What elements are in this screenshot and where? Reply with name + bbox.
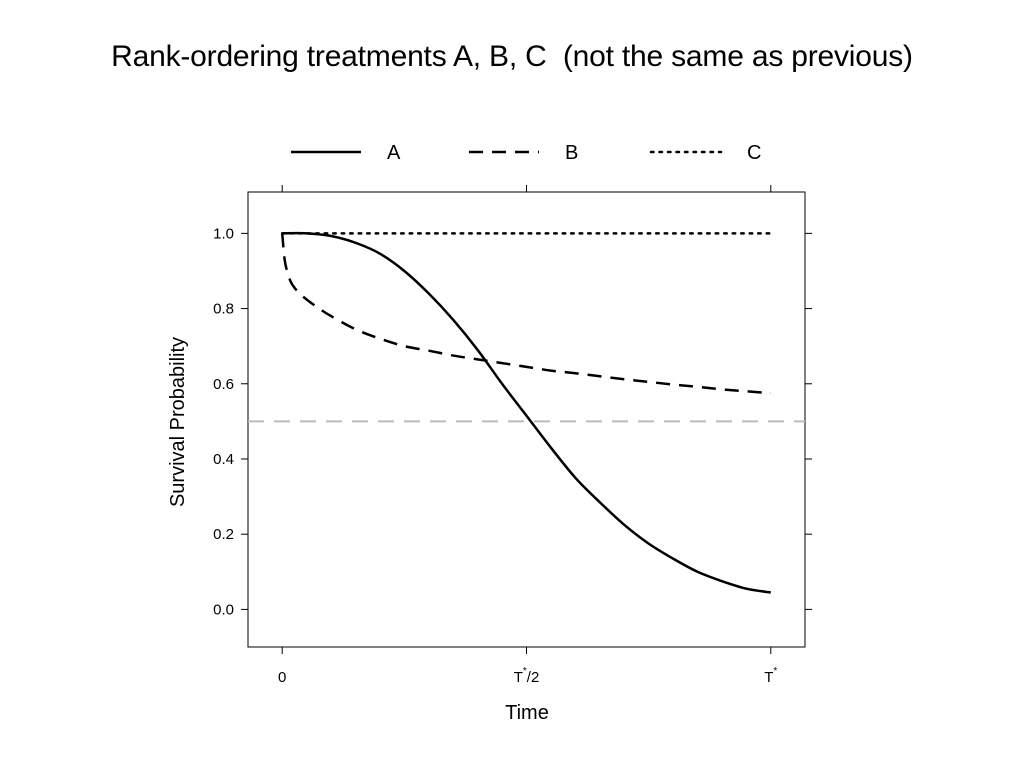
y-tick-label: 0.6	[213, 376, 234, 393]
legend-label-b: B	[565, 142, 578, 164]
y-tick-label: 0.8	[213, 301, 234, 318]
x-axis-title: Time	[505, 702, 549, 724]
slide-title: Rank-ordering treatments A, B, C (not th…	[111, 40, 913, 73]
y-axis-title: Survival Probability	[167, 337, 189, 507]
y-tick-label: 1.0	[213, 225, 234, 242]
x-tick-label: T*	[764, 666, 777, 686]
series-line-b	[280, 233, 771, 395]
y-tick-label: 0.4	[213, 451, 234, 468]
x-tick-label: 0	[278, 669, 286, 686]
legend-label-a: A	[387, 142, 401, 164]
y-tick-label: 0.0	[213, 601, 234, 618]
y-tick-label: 0.2	[213, 526, 234, 543]
chart-legend: A B C	[291, 142, 761, 164]
legend-label-c: C	[747, 142, 761, 164]
x-tick-label: T*/2	[514, 666, 540, 686]
plot-frame	[247, 191, 806, 648]
chart-series	[280, 231, 773, 594]
axis-ticks: 0.0 0.2 0.4 0.6 0.8 1.0 0 T*/2 T*	[213, 185, 812, 686]
series-line-a	[282, 231, 771, 594]
